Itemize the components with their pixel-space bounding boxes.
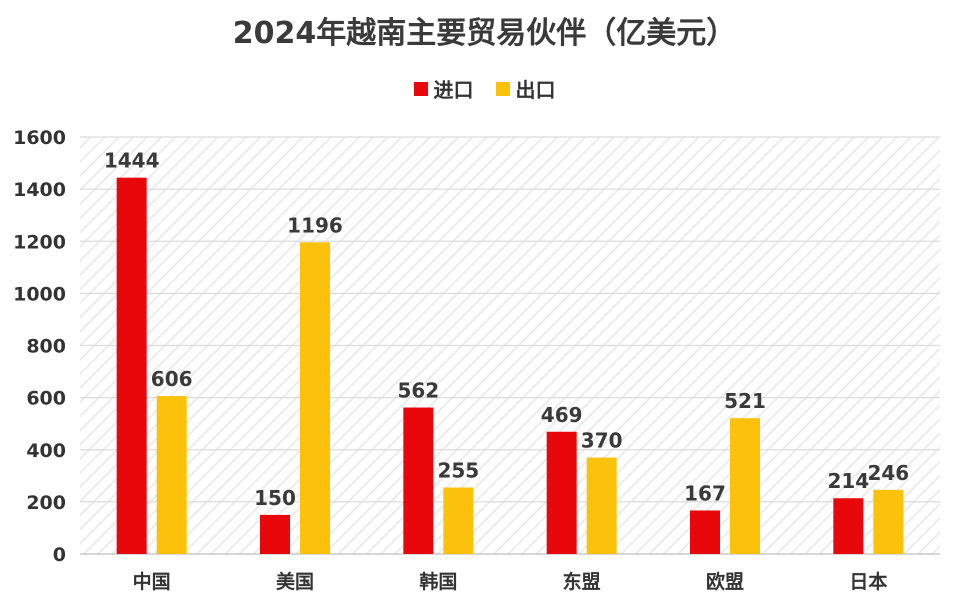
- x-category-label: 中国: [133, 570, 171, 593]
- legend-swatch-import: [413, 81, 428, 96]
- bar-import: [690, 510, 720, 554]
- x-category-label: 美国: [276, 570, 314, 593]
- y-tick-label: 1200: [13, 231, 66, 253]
- y-tick-label: 1400: [13, 179, 66, 201]
- x-category-label: 东盟: [563, 570, 601, 593]
- legend-item-export: 出口: [495, 74, 556, 103]
- y-tick-label: 600: [26, 388, 66, 410]
- data-label: 214: [827, 469, 869, 493]
- bar-export: [443, 487, 474, 554]
- y-tick-label: 0: [53, 544, 66, 566]
- data-label: 1444: [104, 149, 160, 173]
- legend-item-import: 进口: [413, 74, 474, 103]
- bar-import: [833, 498, 864, 554]
- legend: 进口 出口: [0, 74, 969, 103]
- bar-import: [546, 431, 577, 554]
- bar-import: [260, 514, 290, 554]
- y-tick-label: 800: [26, 336, 66, 358]
- legend-label-export: 出口: [515, 78, 556, 102]
- y-tick-label: 200: [26, 492, 66, 514]
- data-label: 167: [684, 481, 726, 505]
- y-tick-label: 1600: [13, 127, 66, 149]
- bar-export: [730, 418, 760, 554]
- y-tick-label: 1000: [13, 283, 66, 305]
- x-category-label: 韩国: [419, 570, 457, 593]
- bar-import: [403, 407, 434, 554]
- bar-import: [116, 177, 147, 554]
- data-label: 255: [437, 459, 479, 483]
- y-tick-label: 400: [26, 440, 66, 462]
- data-label: 370: [581, 429, 623, 453]
- data-label: 1196: [287, 213, 343, 237]
- bar-export: [586, 457, 617, 554]
- legend-label-import: 进口: [433, 78, 474, 102]
- bar-export: [873, 489, 904, 554]
- x-category-label: 欧盟: [706, 570, 744, 593]
- data-label: 562: [397, 379, 439, 403]
- chart-title: 2024年越南主要贸易伙伴（亿美元）: [232, 16, 737, 51]
- legend-swatch-export: [495, 81, 510, 96]
- bar-export: [300, 242, 330, 555]
- data-label: 469: [541, 403, 583, 427]
- data-label: 606: [151, 367, 193, 391]
- bar-export: [156, 396, 187, 554]
- data-label: 150: [254, 486, 296, 510]
- x-category-label: 日本: [849, 570, 887, 593]
- data-label: 521: [724, 389, 766, 413]
- data-label: 246: [867, 461, 909, 485]
